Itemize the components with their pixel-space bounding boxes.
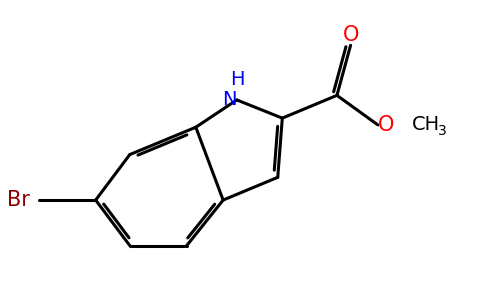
Text: CH: CH: [412, 116, 440, 134]
Text: O: O: [378, 115, 394, 135]
Text: N: N: [222, 90, 237, 110]
Text: Br: Br: [7, 190, 30, 210]
Text: 3: 3: [438, 124, 447, 138]
Text: H: H: [230, 70, 245, 88]
Text: O: O: [342, 25, 359, 45]
